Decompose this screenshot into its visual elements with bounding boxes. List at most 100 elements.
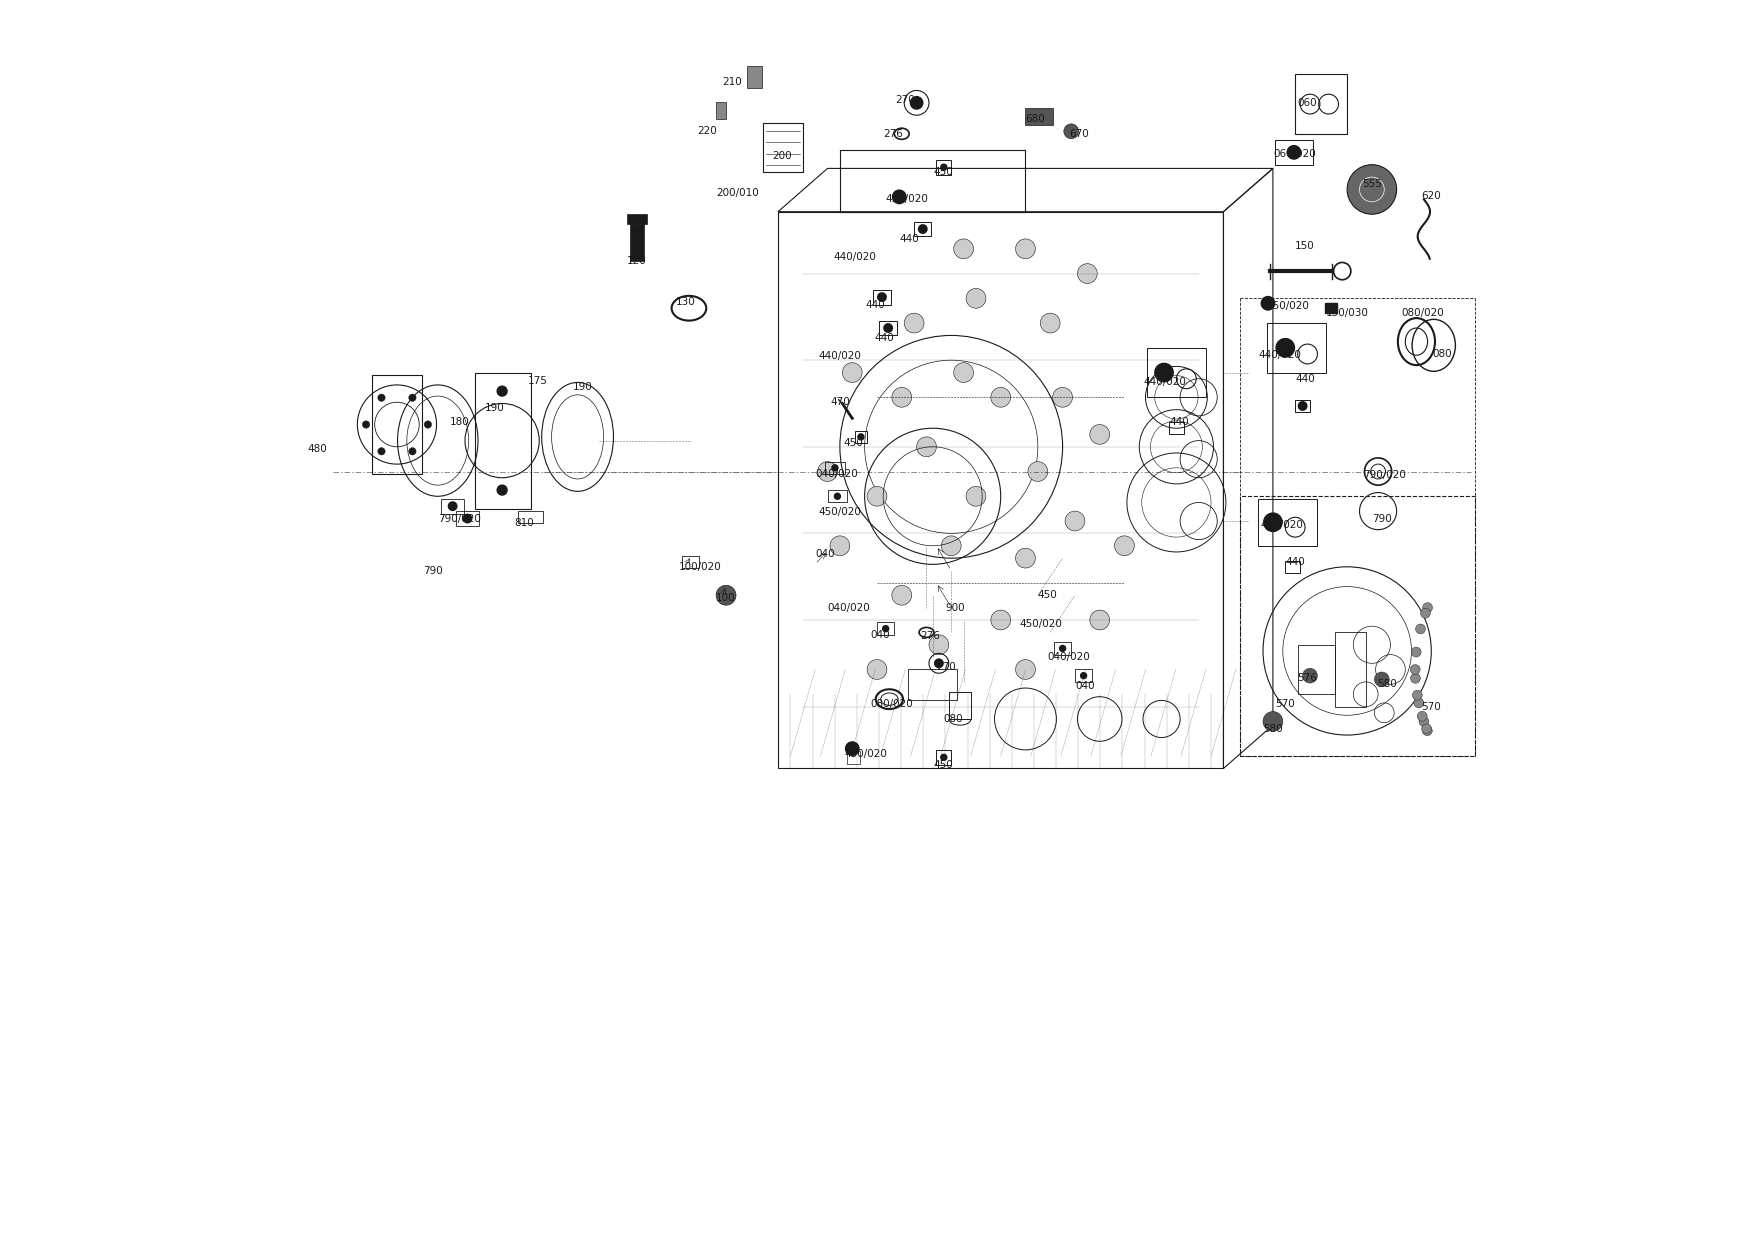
Circle shape [933, 658, 944, 668]
Text: 080/020: 080/020 [870, 699, 914, 709]
Circle shape [954, 239, 973, 259]
Text: 440: 440 [1286, 557, 1305, 567]
Bar [1054, 642, 1072, 655]
Text: 130: 130 [675, 298, 695, 308]
Text: 790/020: 790/020 [1363, 470, 1407, 480]
Text: 570: 570 [1421, 702, 1442, 712]
Circle shape [1261, 296, 1275, 311]
Text: 100: 100 [716, 593, 735, 603]
Text: 450: 450 [1038, 590, 1058, 600]
Circle shape [1065, 124, 1079, 139]
Text: 790/020: 790/020 [438, 513, 481, 523]
Circle shape [1016, 239, 1035, 259]
Circle shape [1263, 512, 1282, 532]
Bar [1240, 496, 1475, 756]
Circle shape [882, 625, 889, 632]
Circle shape [858, 433, 865, 440]
Text: 810: 810 [514, 518, 535, 528]
Bar [1298, 645, 1335, 694]
Circle shape [1263, 712, 1282, 732]
Text: 440: 440 [875, 332, 895, 343]
Text: 190: 190 [572, 382, 593, 392]
Text: 200/010: 200/010 [716, 188, 759, 198]
Circle shape [424, 420, 431, 428]
Bar [914, 222, 931, 237]
Text: 190: 190 [484, 403, 505, 413]
Bar [1075, 670, 1093, 682]
Circle shape [1422, 725, 1433, 735]
Circle shape [845, 742, 859, 756]
Text: 450: 450 [933, 167, 954, 177]
Circle shape [447, 501, 458, 511]
Text: 440: 440 [1168, 417, 1189, 427]
Circle shape [954, 362, 973, 382]
Circle shape [917, 224, 928, 234]
Circle shape [910, 97, 923, 109]
Circle shape [496, 386, 507, 396]
Bar [442, 498, 463, 513]
Bar [879, 321, 896, 336]
Circle shape [891, 387, 912, 407]
Bar [628, 215, 647, 224]
Circle shape [1059, 645, 1066, 652]
Circle shape [1080, 672, 1087, 680]
Text: 040/020: 040/020 [1047, 652, 1091, 662]
Circle shape [842, 362, 863, 382]
Text: 150/030: 150/030 [1326, 309, 1368, 319]
Bar [747, 66, 761, 88]
Text: 440: 440 [1294, 373, 1316, 383]
Circle shape [1412, 647, 1421, 657]
Circle shape [1417, 712, 1428, 722]
Circle shape [1089, 610, 1110, 630]
Bar [1266, 324, 1326, 372]
Text: 450/020: 450/020 [1019, 619, 1063, 629]
Text: 620: 620 [1421, 191, 1442, 201]
Text: 220: 220 [698, 126, 717, 136]
Text: 175: 175 [528, 376, 547, 386]
Bar [1335, 632, 1366, 707]
Circle shape [942, 536, 961, 556]
Text: 580: 580 [1263, 724, 1282, 734]
Circle shape [1275, 339, 1294, 357]
Text: 790: 790 [1372, 513, 1391, 523]
Text: 080: 080 [1433, 348, 1452, 360]
Circle shape [409, 394, 416, 402]
Text: 470: 470 [830, 397, 849, 407]
Circle shape [1412, 691, 1422, 701]
Bar [937, 750, 951, 765]
Text: 450: 450 [844, 438, 863, 448]
Text: 040: 040 [816, 549, 835, 559]
Circle shape [917, 436, 937, 456]
Circle shape [1410, 665, 1421, 675]
Bar [1168, 422, 1184, 434]
Circle shape [1303, 668, 1317, 683]
Circle shape [1016, 660, 1035, 680]
Text: 900: 900 [945, 603, 965, 613]
Circle shape [991, 610, 1010, 630]
Bar [949, 692, 972, 719]
Bar [517, 511, 544, 523]
Circle shape [817, 461, 837, 481]
Circle shape [905, 314, 924, 334]
Bar [1294, 74, 1347, 134]
Text: 440/020: 440/020 [1261, 520, 1303, 529]
Circle shape [1065, 511, 1086, 531]
Circle shape [877, 293, 888, 303]
Circle shape [991, 387, 1010, 407]
Text: 276: 276 [921, 631, 940, 641]
Circle shape [966, 289, 986, 309]
Circle shape [966, 486, 986, 506]
Text: 450/020: 450/020 [886, 195, 928, 205]
Text: 790: 790 [423, 565, 442, 575]
Bar [716, 102, 726, 119]
Circle shape [891, 190, 907, 205]
Text: 270: 270 [937, 662, 956, 672]
Bar [828, 490, 847, 502]
Text: 080/020: 080/020 [1401, 309, 1444, 319]
Text: 080: 080 [944, 714, 963, 724]
Circle shape [1298, 401, 1307, 410]
Bar [909, 670, 958, 701]
Bar [763, 123, 803, 172]
Bar [682, 556, 698, 568]
Circle shape [866, 486, 888, 506]
